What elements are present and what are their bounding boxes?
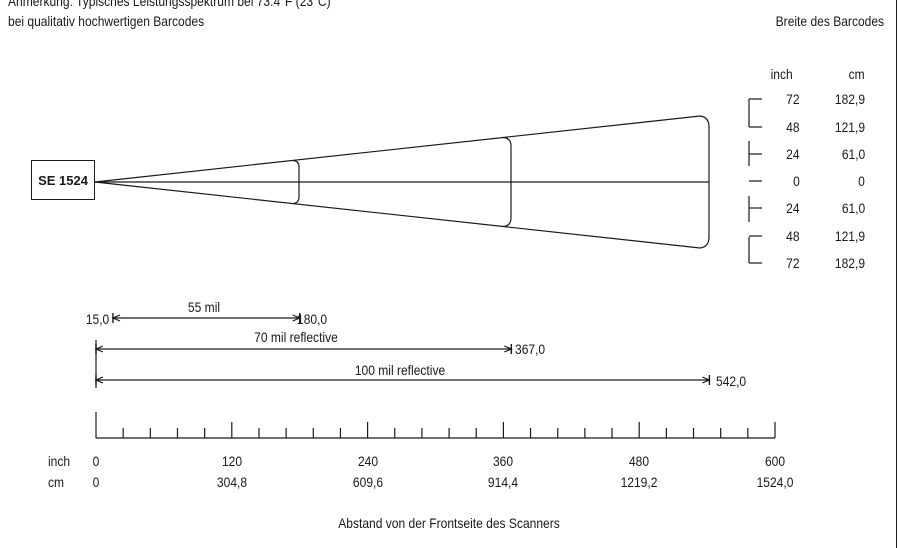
beam-70mil-width [502, 136, 512, 228]
axis-tick-label-cm: 914,4 [488, 474, 519, 490]
range-55mil-label: 55 mil [187, 299, 221, 315]
range-end-arrow [292, 314, 302, 322]
axis-tick-label-inch: 240 [357, 453, 378, 469]
range-55mil-end: 180,0 [297, 311, 328, 327]
width-inch-label: 48 [786, 119, 800, 135]
width-inch-label: 24 [786, 200, 800, 216]
width-inch-label: 72 [786, 91, 800, 107]
scanner-label: SE 1524 [38, 172, 88, 188]
width-unit-cm: cm [848, 66, 865, 82]
width-cm-label: 121,9 [834, 119, 865, 135]
range-70mil-label: 70 mil reflective [254, 329, 338, 345]
note-line-2: bei qualitativ hochwertigen Barcodes [8, 13, 205, 29]
axis-tick-label-inch: 0 [92, 453, 100, 469]
axis-unit-cm: cm [48, 474, 65, 490]
width-cm-label: 182,9 [834, 91, 865, 107]
width-scale-bracket [748, 98, 762, 264]
width-inch-label: 48 [786, 228, 800, 244]
width-inch-label: 72 [786, 255, 800, 271]
range-55mil-start: 15,0 [85, 311, 109, 327]
width-cm-label: 61,0 [841, 146, 865, 162]
width-cm-label: 182,9 [834, 255, 865, 271]
axis-tick-label-inch: 600 [764, 453, 786, 469]
range-lines [94, 313, 711, 388]
distance-axis [95, 412, 776, 439]
scan-beam-cone [94, 115, 710, 249]
width-cm-label: 61,0 [841, 200, 865, 216]
width-inch-label: 0 [793, 173, 800, 189]
range-70mil-end: 367,0 [515, 341, 546, 357]
axis-tick-label-cm: 1219,2 [620, 474, 658, 490]
axis-unit-inch: inch [48, 453, 71, 469]
axis-tick-label-inch: 360 [493, 453, 514, 469]
width-inch-label: 24 [786, 146, 800, 162]
note-line-1: Anmerkung: Typisches Leistungsspektrum b… [8, 0, 331, 9]
axis-caption: Abstand von der Frontseite des Scanners [338, 515, 560, 531]
range-100mil-end: 542,0 [716, 373, 747, 389]
axis-tick-label-cm: 1524,0 [756, 474, 794, 490]
range-start-arrow [111, 314, 121, 322]
axis-tick-label-inch: 120 [221, 453, 242, 469]
right-border [895, 0, 897, 548]
range-end-arrow [504, 345, 513, 353]
width-cm-label: 0 [858, 173, 865, 189]
beam-55mil-width [292, 159, 300, 205]
width-unit-inch: inch [770, 66, 793, 82]
axis-tick-label-cm: 304,8 [216, 474, 247, 490]
range-end-arrow [702, 376, 711, 384]
width-header: Breite des Barcodes [775, 13, 884, 29]
axis-tick-label-cm: 609,6 [352, 474, 383, 490]
axis-tick-label-cm: 0 [92, 474, 100, 490]
scanner-box: SE 1524 [31, 160, 95, 200]
axis-tick-label-inch: 480 [629, 453, 650, 469]
width-cm-label: 121,9 [834, 228, 865, 244]
range-100mil-label: 100 mil reflective [354, 362, 446, 378]
